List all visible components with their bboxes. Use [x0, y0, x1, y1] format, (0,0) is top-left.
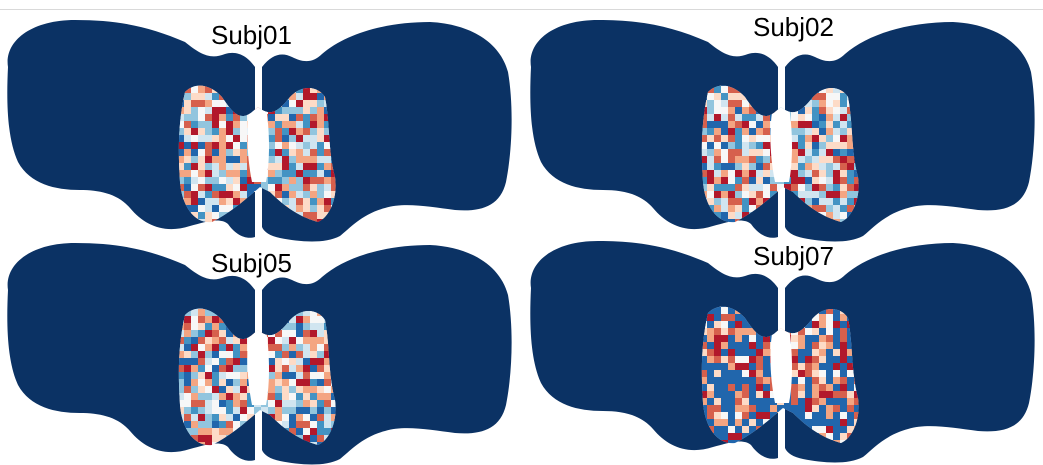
flatmap-panel-subj05: Subj05 [0, 235, 520, 465]
flatmap-svg [530, 20, 1035, 242]
flatmap-panel-subj01: Subj01 [0, 12, 520, 242]
panel-label: Subj05 [211, 248, 292, 278]
flatmap-panel-subj02: Subj02 [523, 12, 1043, 242]
panel-label: Subj02 [753, 12, 834, 42]
panel-label: Subj01 [211, 20, 292, 50]
panel-label: Subj07 [753, 241, 834, 271]
activation-region [178, 308, 336, 446]
flatmap-panel-subj07: Subj07 [523, 233, 1043, 463]
activation-region [701, 306, 859, 444]
activation-region [701, 85, 859, 223]
activation-region [178, 85, 336, 223]
flatmap-svg [7, 243, 512, 465]
flatmap-svg [530, 241, 1035, 463]
flatmap-svg [7, 20, 512, 242]
top-divider [0, 9, 1043, 10]
